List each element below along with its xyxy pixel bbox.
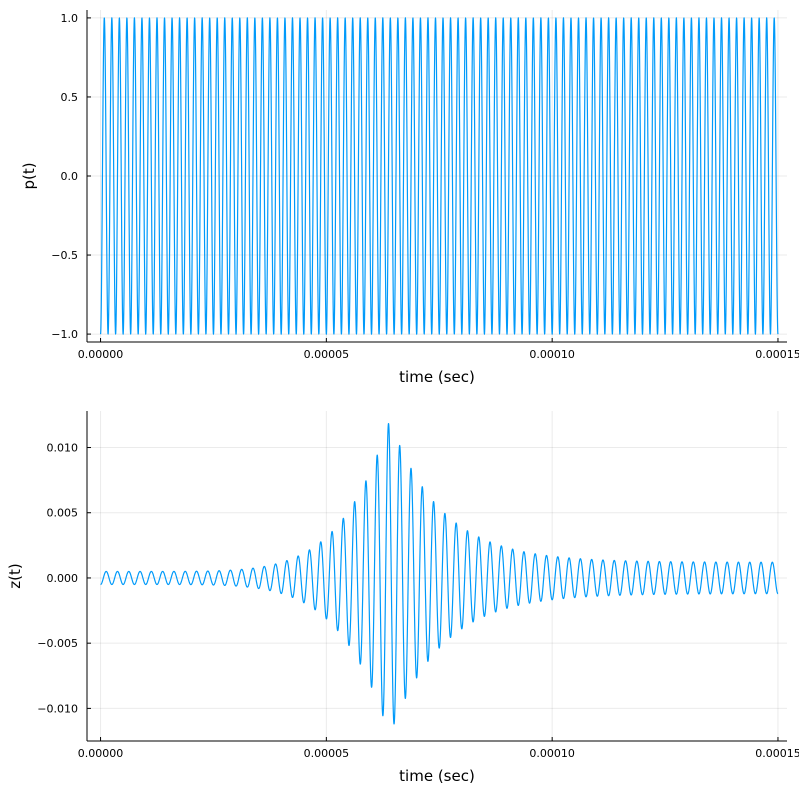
top-ticks: 0.00000 0.00005 0.00010 0.00015 −1.0 −0.5 0.0 0… (51, 12, 799, 361)
bottom-grid (87, 411, 787, 741)
top-series-line (99, 17, 779, 335)
top-y-tick-label: −1.0 (51, 328, 78, 341)
top-y-tick-label: −0.5 (51, 249, 78, 262)
top-y-axis-label: p(t) (20, 162, 38, 189)
bottom-axes (86, 411, 787, 742)
bottom-x-tick-label: 0.00015 (755, 747, 799, 760)
bottom-x-tick-label: 0.00000 (78, 747, 124, 760)
top-x-tick-label: 0.00010 (529, 348, 575, 361)
bottom-x-tick-label: 0.00010 (529, 747, 575, 760)
top-x-tick-label: 0.00005 (304, 348, 350, 361)
bottom-y-axis-label: z(t) (6, 563, 24, 588)
bottom-series-line (100, 423, 779, 725)
top-x-axis-label: time (sec) (399, 368, 475, 386)
top-y-tick-label: 1.0 (61, 12, 79, 25)
bottom-y-tick-label: −0.010 (37, 702, 78, 715)
top-x-tick-label: 0.00000 (78, 348, 124, 361)
bottom-y-tick-label: 0.005 (47, 507, 79, 520)
top-subplot: 0.00000 0.00005 0.00010 0.00015 −1.0 −0.5 0.0 0… (20, 10, 799, 386)
bottom-x-tick-label: 0.00005 (304, 747, 350, 760)
bottom-y-tick-label: −0.005 (37, 637, 78, 650)
bottom-x-axis-label: time (sec) (399, 767, 475, 785)
bottom-ticks: 0.00000 0.00005 0.00010 0.00015 −0.010 −0.005… (37, 442, 799, 760)
top-x-tick-label: 0.00015 (755, 348, 799, 361)
top-y-tick-label: 0.0 (61, 170, 79, 183)
bottom-y-tick-label: 0.010 (47, 442, 79, 455)
top-y-tick-label: 0.5 (61, 91, 79, 104)
bottom-y-tick-label: 0.000 (47, 572, 79, 585)
bottom-subplot: 0.00000 0.00005 0.00010 0.00015 −0.010 −0.005… (6, 411, 799, 785)
